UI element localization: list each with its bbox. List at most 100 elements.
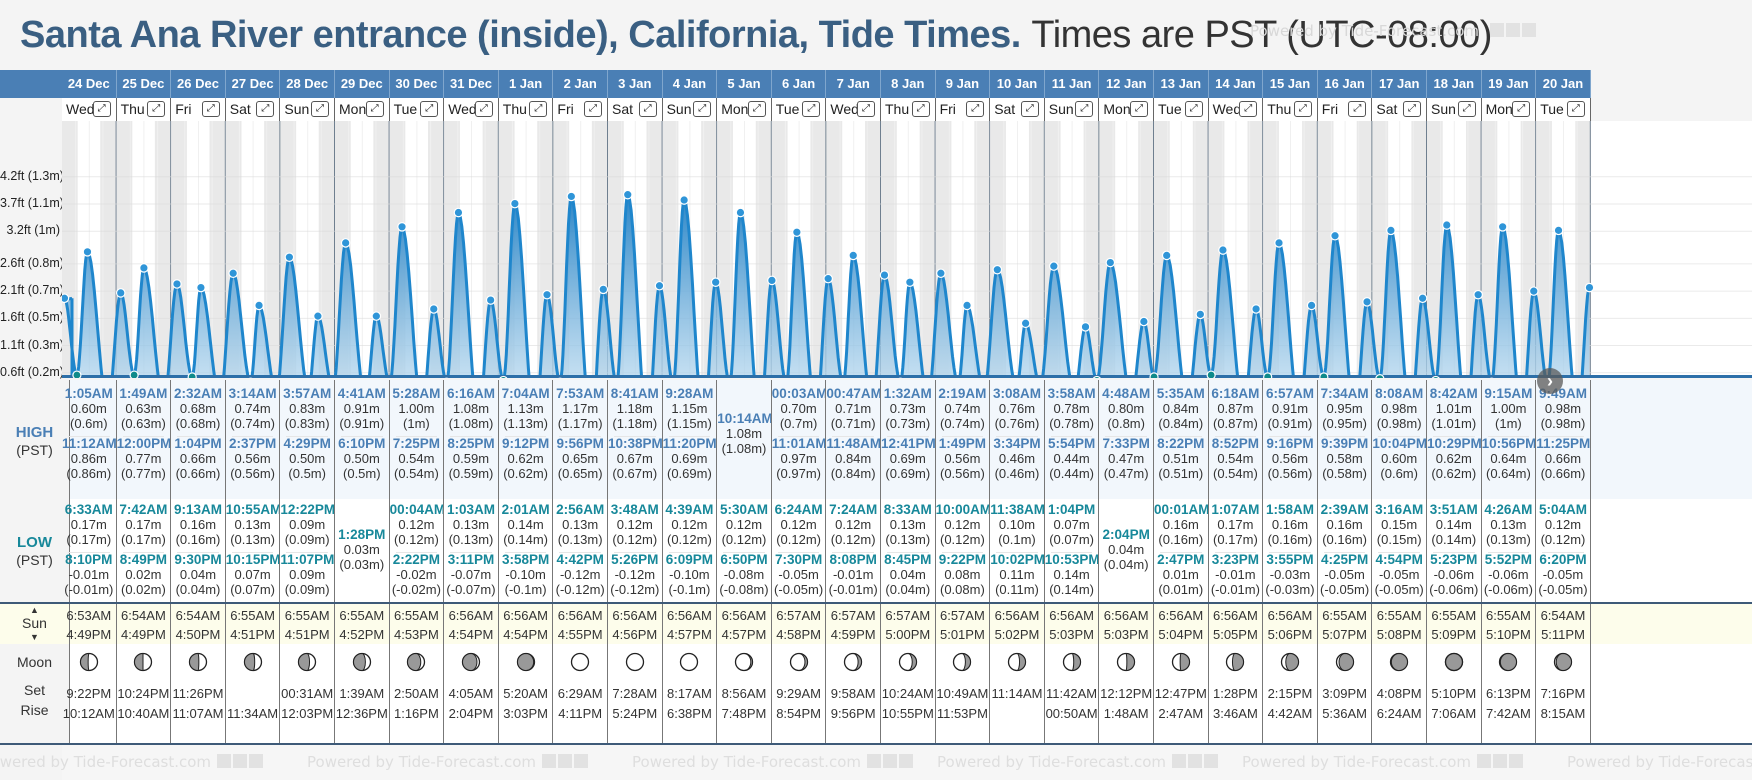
expand-icon[interactable]: ⤢ bbox=[1075, 101, 1094, 117]
low-tide-time: 2:04PM bbox=[1102, 527, 1150, 542]
tide-height: 0.50m bbox=[343, 451, 380, 466]
high-tide-time: 11:01AM bbox=[771, 436, 827, 451]
watermark-text: Powered by Tide-Forecast.com bbox=[307, 753, 537, 771]
high-tide-point bbox=[1274, 238, 1284, 248]
moon-cell: 7:28AM 5:24PM bbox=[608, 644, 663, 743]
moonset-time: 1:39AM bbox=[339, 686, 385, 701]
expand-icon[interactable]: ⤢ bbox=[1239, 101, 1258, 117]
expand-icon[interactable]: ⤢ bbox=[1457, 101, 1476, 117]
separator bbox=[1269, 436, 1311, 437]
high-tide-point bbox=[767, 275, 777, 286]
low-tide-entry: 4:25PM -0.05m (-0.05m) bbox=[1318, 552, 1372, 597]
tide-height-alt: (0.11m) bbox=[995, 582, 1039, 597]
expand-icon[interactable]: ⤢ bbox=[1402, 101, 1421, 117]
expand-icon[interactable]: ⤢ bbox=[802, 101, 821, 117]
low-tz-label: (PST) bbox=[16, 552, 53, 568]
expand-icon[interactable]: ⤢ bbox=[1184, 101, 1203, 117]
expand-icon[interactable]: ⤢ bbox=[1020, 101, 1039, 117]
tide-height: 0.14m bbox=[507, 517, 544, 532]
sunrise-time: 6:56AM bbox=[721, 608, 767, 623]
tide-height-alt: (-0.05m) bbox=[774, 582, 824, 597]
separator bbox=[1214, 552, 1257, 553]
day-header: Sun ⤢ bbox=[662, 98, 718, 121]
tide-height: 0.69m bbox=[671, 451, 708, 466]
high-tide-entry: 8:41AM 1.18m (1.18m) bbox=[608, 386, 662, 431]
low-tide-row: LOW (PST) 6:33AM 0.17m (0.17m) 8:10PM -0.01m… bbox=[0, 499, 1752, 602]
sunrise-time: 6:55AM bbox=[1431, 608, 1477, 623]
separator bbox=[887, 436, 929, 437]
tide-height-alt: (0.13m) bbox=[448, 532, 494, 547]
sunrise-time: 6:56AM bbox=[557, 608, 603, 623]
high-tide-time: 10:04PM bbox=[1372, 436, 1427, 451]
y-axis-label: 3.2ft (1m) bbox=[6, 223, 61, 238]
high-tide-point bbox=[139, 263, 149, 273]
high-tide-entry: 00:47AM 0.71m (0.71m) bbox=[826, 386, 880, 431]
expand-icon[interactable]: ⤢ bbox=[911, 101, 930, 117]
sunrise-time: 6:56AM bbox=[1212, 608, 1258, 623]
sun-cell: 6:56AM 4:57PM bbox=[663, 604, 718, 644]
low-tide-cell: 6:33AM 0.17m (0.17m) 8:10PM -0.01m (-0.01m) bbox=[62, 499, 117, 602]
date-header: 18 Jan bbox=[1427, 70, 1482, 98]
expand-icon[interactable]: ⤢ bbox=[201, 101, 220, 117]
moon-phase-icon bbox=[571, 652, 590, 672]
expand-icon[interactable]: ⤢ bbox=[256, 101, 275, 117]
tide-height: 0.56m bbox=[234, 451, 271, 466]
expand-icon[interactable]: ⤢ bbox=[92, 101, 111, 117]
night-band bbox=[154, 121, 172, 378]
high-tide-point bbox=[962, 300, 972, 311]
footer-watermark: Powered by Tide-Forecast.com bbox=[937, 753, 1220, 772]
tide-height: -0.05m bbox=[1324, 567, 1365, 582]
low-tide-entry: 10:53PM 0.14m (0.14m) bbox=[1045, 552, 1099, 597]
expand-icon[interactable]: ⤢ bbox=[638, 101, 657, 117]
separator bbox=[832, 552, 874, 553]
expand-icon[interactable]: ⤢ bbox=[1566, 101, 1585, 117]
moon-cell: 5:20AM 3:03PM bbox=[499, 644, 554, 743]
high-tide-time: 11:12AM bbox=[62, 436, 117, 451]
low-tide-cell: 10:55AM 0.13m (0.13m) 10:15PM 0.07m (0.07m) bbox=[226, 499, 281, 602]
low-tide-entry: 2:39AM 0.16m (0.16m) bbox=[1318, 502, 1372, 547]
low-tide-cell: 2:39AM 0.16m (0.16m) 4:25PM -0.05m (-0.05m) bbox=[1318, 499, 1373, 602]
high-tide-cell: 00:47AM 0.71m (0.71m) 11:48AM 0.84m (0.84m) bbox=[826, 380, 881, 499]
expand-icon[interactable]: ⤢ bbox=[365, 101, 384, 117]
expand-icon[interactable]: ⤢ bbox=[1348, 101, 1367, 117]
tide-height-alt: (0.71m) bbox=[830, 416, 876, 431]
tide-height: 0.56m bbox=[1271, 451, 1309, 466]
high-tide-cell: 9:15AM 1.00m (1m) 10:56PM 0.64m (0.64m) bbox=[1482, 380, 1537, 499]
expand-icon[interactable]: ⤢ bbox=[966, 101, 985, 117]
expand-icon[interactable]: ⤢ bbox=[1512, 101, 1531, 117]
separator bbox=[1487, 436, 1530, 437]
low-tide-time: 4:26AM bbox=[1484, 502, 1533, 517]
expand-icon[interactable]: ⤢ bbox=[693, 101, 712, 117]
expand-icon[interactable]: ⤢ bbox=[474, 101, 493, 117]
moon-cell: 8:17AM 6:38PM bbox=[663, 644, 718, 743]
high-tide-point bbox=[115, 288, 126, 298]
expand-icon[interactable]: ⤢ bbox=[529, 101, 548, 117]
expand-icon[interactable]: ⤢ bbox=[420, 101, 439, 117]
tide-height: 1.01m bbox=[1435, 401, 1472, 416]
low-tide-entry: 11:07PM 0.09m (0.09m) bbox=[280, 552, 334, 597]
tide-height: 0.78m bbox=[1053, 401, 1090, 416]
expand-icon[interactable]: ⤢ bbox=[583, 101, 602, 117]
moon-phase-icon bbox=[134, 652, 153, 672]
tide-height: 0.95m bbox=[1326, 401, 1363, 416]
expand-icon[interactable]: ⤢ bbox=[147, 101, 166, 117]
day-of-week: Sun bbox=[1048, 101, 1074, 117]
tide-height-alt: (0.01m) bbox=[1158, 582, 1204, 597]
moon-phase-icon bbox=[1499, 652, 1518, 672]
expand-icon[interactable]: ⤢ bbox=[310, 101, 329, 117]
low-tide-point bbox=[499, 375, 508, 378]
expand-icon[interactable]: ⤢ bbox=[1129, 101, 1148, 117]
expand-icon[interactable]: ⤢ bbox=[856, 101, 875, 117]
separator bbox=[996, 552, 1038, 553]
triangle-up-icon: ▲ bbox=[30, 605, 39, 615]
sun-row: ▲ Sun ▼ 6:53AM 4:49PM 6:54AM 4:49PM 6:54AM 4:… bbox=[0, 602, 1752, 644]
next-arrow-button[interactable]: › bbox=[1537, 368, 1563, 394]
tide-height-alt: (0.56m) bbox=[1267, 466, 1313, 481]
tide-height-alt: (0.07m) bbox=[1049, 532, 1094, 547]
expand-icon[interactable]: ⤢ bbox=[747, 101, 766, 117]
tide-height-alt: (0.08m) bbox=[939, 582, 985, 597]
moonset-time: 4:05AM bbox=[448, 686, 494, 701]
tide-height-alt: (0.17m) bbox=[66, 532, 112, 547]
expand-icon[interactable]: ⤢ bbox=[1293, 101, 1312, 117]
high-tide-time: 2:37PM bbox=[228, 436, 277, 451]
